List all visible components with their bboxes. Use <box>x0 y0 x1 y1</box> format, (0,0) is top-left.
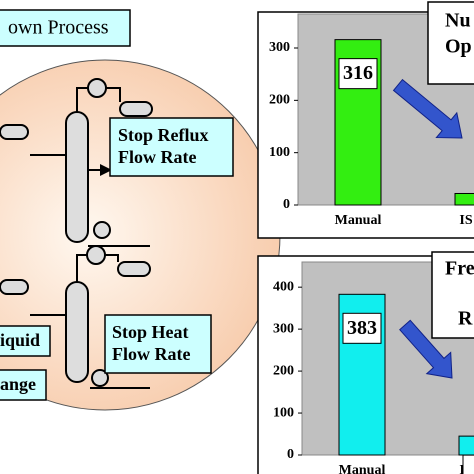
side-box <box>0 325 51 357</box>
y-tick-label: 200 <box>269 93 290 108</box>
y-tick-label: 100 <box>273 405 294 420</box>
y-tick-label: 300 <box>273 321 294 336</box>
annotation: Op <box>445 36 472 58</box>
step-text-line: Flow Rate <box>118 147 196 167</box>
x-tick-label: Manual <box>335 213 382 228</box>
annotation: Fre <box>445 258 474 280</box>
step-text: Stop Heat <box>112 322 189 342</box>
step-text-line: Flow Rate <box>112 344 190 364</box>
value-label-box <box>338 58 378 90</box>
diagram-title: own Process <box>8 17 109 39</box>
process-drawing <box>0 78 153 389</box>
step-box <box>104 314 212 374</box>
side-label: ange <box>0 374 36 394</box>
value-label: 316 <box>343 62 373 84</box>
y-tick-label: 0 <box>287 447 294 462</box>
step-text: Stop Reflux <box>118 125 209 145</box>
value-label: 383 <box>347 317 377 339</box>
y-tick-label: 400 <box>273 279 294 294</box>
bar <box>458 435 474 456</box>
y-tick-label: 300 <box>269 40 290 55</box>
side-label: iquid <box>0 330 40 350</box>
x-tick-label: Manual <box>339 463 386 474</box>
step-label: Stop Reflux Flow Rate <box>118 125 209 167</box>
annotation-box <box>427 1 474 85</box>
annotation-box <box>431 251 474 339</box>
value-label-box <box>462 454 474 474</box>
trend-arrow <box>399 319 453 379</box>
y-tick-label: 100 <box>269 145 290 160</box>
annotation: R <box>458 308 473 330</box>
side-box <box>0 369 47 401</box>
y-tick-label: 0 <box>283 197 290 212</box>
x-tick-label: IS <box>459 213 472 228</box>
title-box <box>0 9 131 47</box>
bar <box>454 192 474 206</box>
step-label: Stop Heat Flow Rate <box>112 322 190 364</box>
y-tick-label: 200 <box>273 363 294 378</box>
value-label-box <box>342 312 382 344</box>
trend-arrow <box>392 78 463 139</box>
annotation: Nu <box>445 10 471 32</box>
step-box <box>109 117 234 177</box>
